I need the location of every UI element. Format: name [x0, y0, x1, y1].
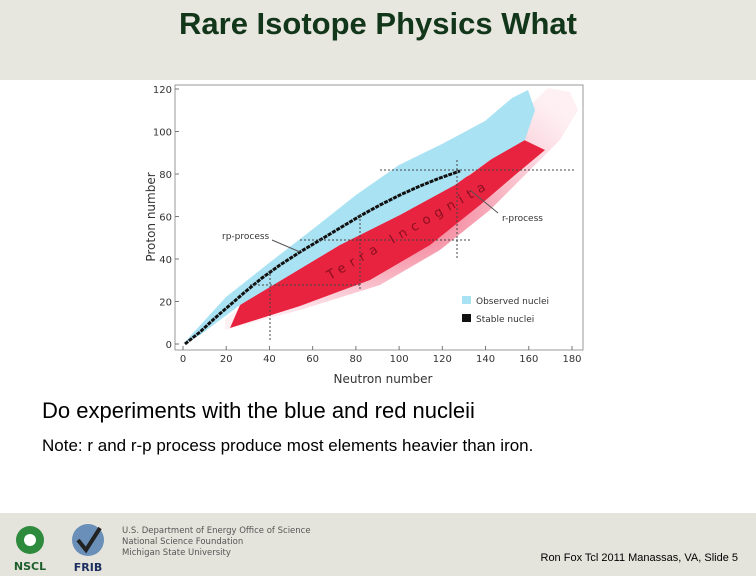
- y-tick-label: 40: [159, 255, 172, 266]
- leader: [271, 239, 301, 253]
- x-tick-label: 20: [220, 354, 233, 365]
- legend-swatch: [462, 314, 471, 322]
- title-band: [0, 0, 756, 80]
- y-tick-label: 60: [159, 213, 172, 224]
- stable-line: [184, 169, 461, 346]
- r-region: [230, 138, 545, 328]
- ticks: 0 20 40 60 80 100 120 140 160 180 0 20 40 60 80 100 120: [153, 85, 582, 365]
- y-tick-label: 80: [159, 170, 172, 181]
- x-tick-label: 100: [390, 354, 409, 365]
- y-axis-label: Proton number: [144, 172, 158, 261]
- x-tick-label: 180: [562, 354, 581, 365]
- y-tick-label: 20: [159, 298, 172, 309]
- slide-title: Rare Isotope Physics What: [179, 6, 577, 41]
- x-tick-label: 140: [476, 354, 495, 365]
- annotation: r-process: [502, 214, 543, 224]
- body-note: Note: r and r-p process produce most ele…: [42, 436, 534, 455]
- x-tick-label: 60: [306, 354, 319, 365]
- y-tick-label: 120: [153, 85, 172, 96]
- magic-lines: [250, 160, 575, 340]
- legend-label: Stable nuclei: [476, 315, 534, 325]
- x-axis-label: Neutron number: [334, 372, 433, 386]
- x-tick-label: 120: [433, 354, 452, 365]
- x-tick-label: 80: [350, 354, 363, 365]
- body-text: Do experiments with the blue and red nuc…: [42, 398, 475, 423]
- footer-band: [0, 513, 756, 576]
- x-tick-label: 40: [263, 354, 276, 365]
- legend-swatch: [462, 296, 471, 304]
- y-tick-label: 0: [166, 340, 172, 351]
- leader: [469, 189, 499, 214]
- x-tick-label: 0: [180, 354, 186, 365]
- credit: Ron Fox Tcl 2011 Manassas, VA, Slide 5: [540, 552, 739, 564]
- y-tick-label: 100: [153, 128, 172, 139]
- legend-label: Observed nuclei: [476, 297, 549, 307]
- annotation: rp-process: [222, 232, 270, 242]
- x-tick-label: 160: [519, 354, 538, 365]
